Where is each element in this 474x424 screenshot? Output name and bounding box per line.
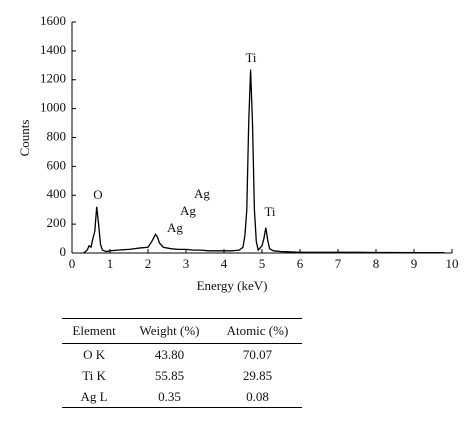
x-tick-label: 5: [259, 256, 266, 271]
y-tick-label: 0: [60, 244, 67, 259]
peak-label: Ag: [180, 203, 196, 218]
y-tick-label: 400: [47, 186, 67, 201]
chart: Energy (keV) Counts 02004006008001000120…: [17, 13, 459, 293]
x-tick-label: 9: [411, 256, 418, 271]
table-cell: 0.35: [126, 386, 213, 408]
x-axis-label: Energy (keV): [197, 278, 268, 293]
peak-label: O: [93, 187, 102, 202]
column-header: Atomic (%): [212, 318, 302, 344]
peak-label: Ti: [264, 204, 275, 219]
y-tick-label: 1400: [40, 42, 66, 57]
spectrum-line: [83, 69, 445, 254]
y-tick-label: 200: [47, 215, 67, 230]
x-tick-label: 3: [183, 256, 190, 271]
peak-label: Ti: [245, 50, 256, 65]
y-tick-label: 1600: [40, 13, 66, 28]
column-header: Weight (%): [126, 318, 213, 344]
y-axis-label: Counts: [17, 120, 32, 157]
y-tick-label: 600: [47, 157, 67, 172]
composition-table: Element Weight (%) Atomic (%) O K 43.80 70.0…: [62, 318, 302, 408]
table-cell: O K: [83, 347, 106, 362]
table-cell: Ag L: [62, 386, 127, 408]
table-cell: 0.08: [212, 386, 302, 408]
table-body: O K 43.80 70.07 Ti K 55.85 29.85 Ag L 0.35 0.08: [62, 344, 302, 408]
table-cell: 70.07: [242, 347, 273, 362]
x-tick-label: 8: [373, 256, 380, 271]
x-tick-label: 6: [297, 256, 304, 271]
y-tick-label: 800: [47, 128, 67, 143]
x-tick-label: 4: [221, 256, 228, 271]
table-row: O K 43.80 70.07: [62, 344, 302, 366]
y-tick-label: 1000: [40, 100, 66, 115]
table-cell: 29.85: [242, 368, 273, 383]
header-row: Element Weight (%) Atomic (%): [62, 318, 302, 344]
table-cell: Ti K: [82, 368, 106, 383]
peak-label: Ag: [194, 186, 210, 201]
x-tick-label: 10: [446, 256, 459, 271]
table-cell: 55.85: [154, 368, 185, 383]
x-tick-label: 0: [69, 256, 76, 271]
y-tick-label: 1200: [40, 71, 66, 86]
column-header: Element: [62, 318, 127, 344]
table-row: Ag L 0.35 0.08: [62, 386, 302, 408]
x-tick-label: 2: [145, 256, 152, 271]
x-tick-label: 1: [107, 256, 114, 271]
peak-label: Ag: [167, 220, 183, 235]
table-cell: 43.80: [154, 347, 185, 362]
table-row: Ti K 55.85 29.85: [62, 365, 302, 386]
x-tick-label: 7: [335, 256, 342, 271]
